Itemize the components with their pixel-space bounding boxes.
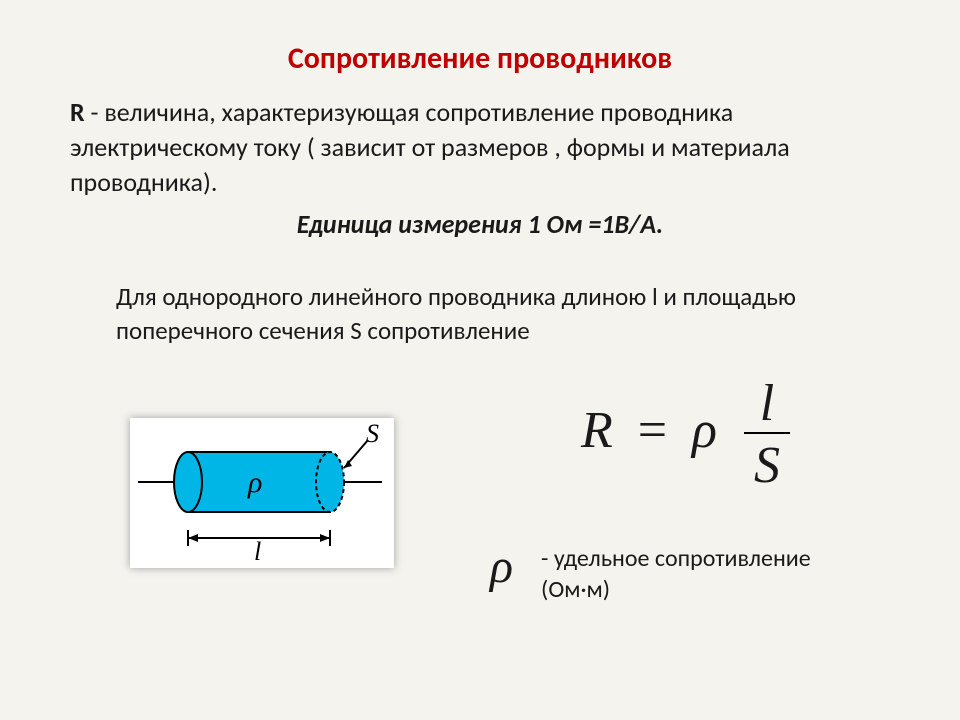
length-arrow-left — [188, 534, 198, 542]
rho-symbol: ρ — [490, 543, 513, 591]
cylinder-cap-left — [174, 452, 202, 512]
rho-definition-text: - удельное сопротивление (Ом·м) — [541, 543, 830, 605]
formula-R: R — [581, 402, 613, 459]
formula-denominator: S — [744, 434, 790, 492]
conductor-svg: ρ S l — [130, 418, 394, 568]
resistance-formula: R = ρ l S — [581, 378, 790, 492]
diagram-rho-label: ρ — [247, 466, 262, 499]
length-arrow-right — [320, 534, 330, 542]
formula-rho: ρ — [692, 402, 717, 459]
definition-text: - величина, характеризующая сопротивлени… — [70, 96, 790, 198]
formula-equals: = — [638, 402, 667, 459]
cylinder-cap-right — [316, 452, 344, 512]
paragraph-conductor: Для однородного линейного проводника дли… — [116, 280, 844, 348]
paragraph-definition: R - величина, характеризующая сопротивле… — [70, 95, 890, 200]
conductor-diagram: ρ S l — [130, 418, 394, 568]
symbol-R: R — [70, 96, 85, 128]
unit-line: Единица измерения 1 Ом =1В/А. — [70, 208, 890, 240]
rho-definition: ρ - удельное сопротивление (Ом·м) — [490, 543, 830, 605]
slide-title: Сопротивление проводников — [70, 40, 890, 77]
diagram-s-label: S — [366, 419, 379, 448]
formula-numerator: l — [744, 378, 790, 434]
formula-fraction: l S — [744, 378, 790, 492]
diagram-l-label: l — [254, 537, 261, 566]
lower-region: ρ S l R = ρ l S ρ - удельное соп — [70, 388, 890, 648]
slide: Сопротивление проводников R - величина, … — [0, 0, 960, 720]
